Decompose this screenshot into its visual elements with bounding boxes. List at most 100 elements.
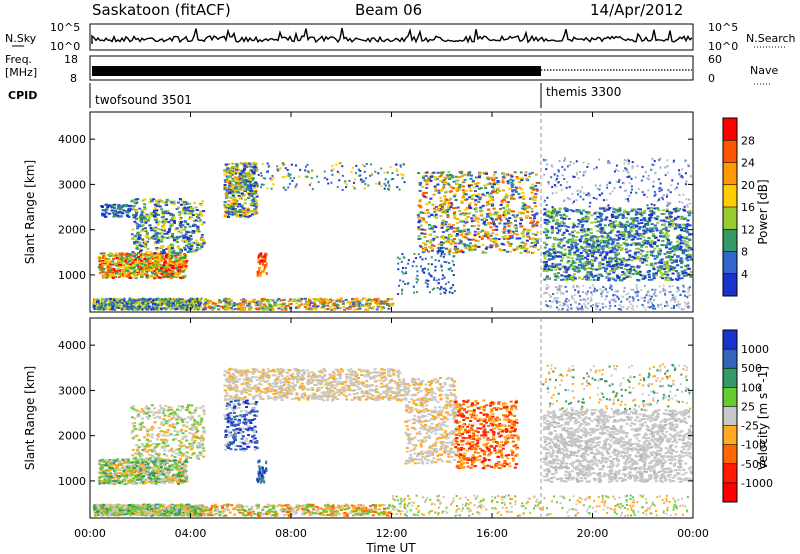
data-cell <box>355 302 359 305</box>
data-cell <box>523 250 527 253</box>
data-cell <box>441 274 444 277</box>
data-cell <box>571 231 575 234</box>
data-cell <box>257 255 260 259</box>
data-cell <box>521 207 524 210</box>
data-cell <box>154 304 157 307</box>
data-cell <box>444 209 448 212</box>
data-cell <box>625 217 628 220</box>
data-cell <box>473 248 477 251</box>
data-cell <box>444 220 448 223</box>
data-cell <box>304 297 307 300</box>
data-cell <box>161 302 164 305</box>
data-cell <box>193 224 197 227</box>
data-cell <box>153 275 157 278</box>
data-cell <box>113 215 117 218</box>
data-cell <box>553 255 557 258</box>
data-cell <box>515 230 518 233</box>
data-cell <box>111 260 115 263</box>
data-cell <box>556 251 560 254</box>
data-cell <box>109 269 113 272</box>
data-cell <box>235 210 239 213</box>
data-cell <box>313 303 316 306</box>
data-cell <box>118 305 121 308</box>
data-cell <box>464 212 468 215</box>
data-cell <box>125 275 129 278</box>
data-cell <box>562 214 566 216</box>
data-cell <box>162 264 166 266</box>
data-cell <box>671 258 675 261</box>
data-cell <box>143 257 147 260</box>
data-cell <box>654 236 658 239</box>
data-cell <box>235 182 239 185</box>
data-cell <box>253 207 257 210</box>
data-cell <box>601 248 605 250</box>
data-cell <box>436 252 439 255</box>
data-cell <box>255 301 259 304</box>
data-cell <box>241 209 245 212</box>
data-cell <box>461 189 465 192</box>
data-cell <box>454 179 458 182</box>
data-cell <box>146 260 150 263</box>
data-cell <box>125 255 129 258</box>
data-cell <box>370 163 372 166</box>
data-cell <box>160 216 164 219</box>
data-cell <box>140 225 144 228</box>
data-cell <box>250 300 254 303</box>
data-cell <box>477 245 481 248</box>
data-cell <box>439 292 442 295</box>
data-cell <box>133 270 137 273</box>
data-cell <box>126 266 130 268</box>
data-cell <box>519 222 522 225</box>
data-cell <box>225 190 229 193</box>
data-cell <box>233 213 237 216</box>
data-cell <box>481 193 485 196</box>
data-cell <box>176 201 180 204</box>
data-cell <box>433 176 437 179</box>
data-cell <box>317 300 321 302</box>
data-cell <box>534 233 538 236</box>
data-cell <box>228 171 232 174</box>
data-cell <box>127 308 130 311</box>
data-cell <box>309 182 312 185</box>
data-cell <box>471 180 475 182</box>
data-cell <box>239 188 243 191</box>
data-cell <box>443 287 446 290</box>
data-cell <box>662 265 665 267</box>
data-cell <box>661 219 665 222</box>
data-cell <box>680 270 684 273</box>
data-cell <box>306 303 310 306</box>
data-cell <box>442 179 446 181</box>
data-cell <box>445 261 448 264</box>
data-cell <box>102 268 106 271</box>
data-cell <box>131 298 134 301</box>
data-cell <box>153 307 156 309</box>
data-cell <box>468 212 472 215</box>
data-cell <box>199 302 202 305</box>
data-cell <box>199 303 202 306</box>
data-cell <box>166 210 170 212</box>
data-cell <box>139 230 143 233</box>
data-cell <box>163 260 167 263</box>
data-cell <box>453 242 457 245</box>
data-cell <box>272 177 275 180</box>
data-cell <box>174 258 178 260</box>
data-cell <box>178 220 182 223</box>
data-cell <box>152 198 156 201</box>
data-cell <box>242 178 246 181</box>
data-cell <box>192 308 195 311</box>
data-cell <box>141 199 145 202</box>
data-cell <box>177 206 181 209</box>
data-cell <box>443 291 446 294</box>
data-cell <box>151 261 155 264</box>
data-cell <box>555 219 559 222</box>
data-cell <box>583 256 587 259</box>
data-cell <box>501 189 505 192</box>
data-cell <box>454 206 458 209</box>
data-cell <box>535 173 538 176</box>
data-cell <box>127 302 130 305</box>
data-cell <box>167 304 170 307</box>
data-cell <box>181 298 184 301</box>
data-cell <box>138 244 142 247</box>
data-cell <box>615 249 619 252</box>
data-cell <box>242 163 246 166</box>
